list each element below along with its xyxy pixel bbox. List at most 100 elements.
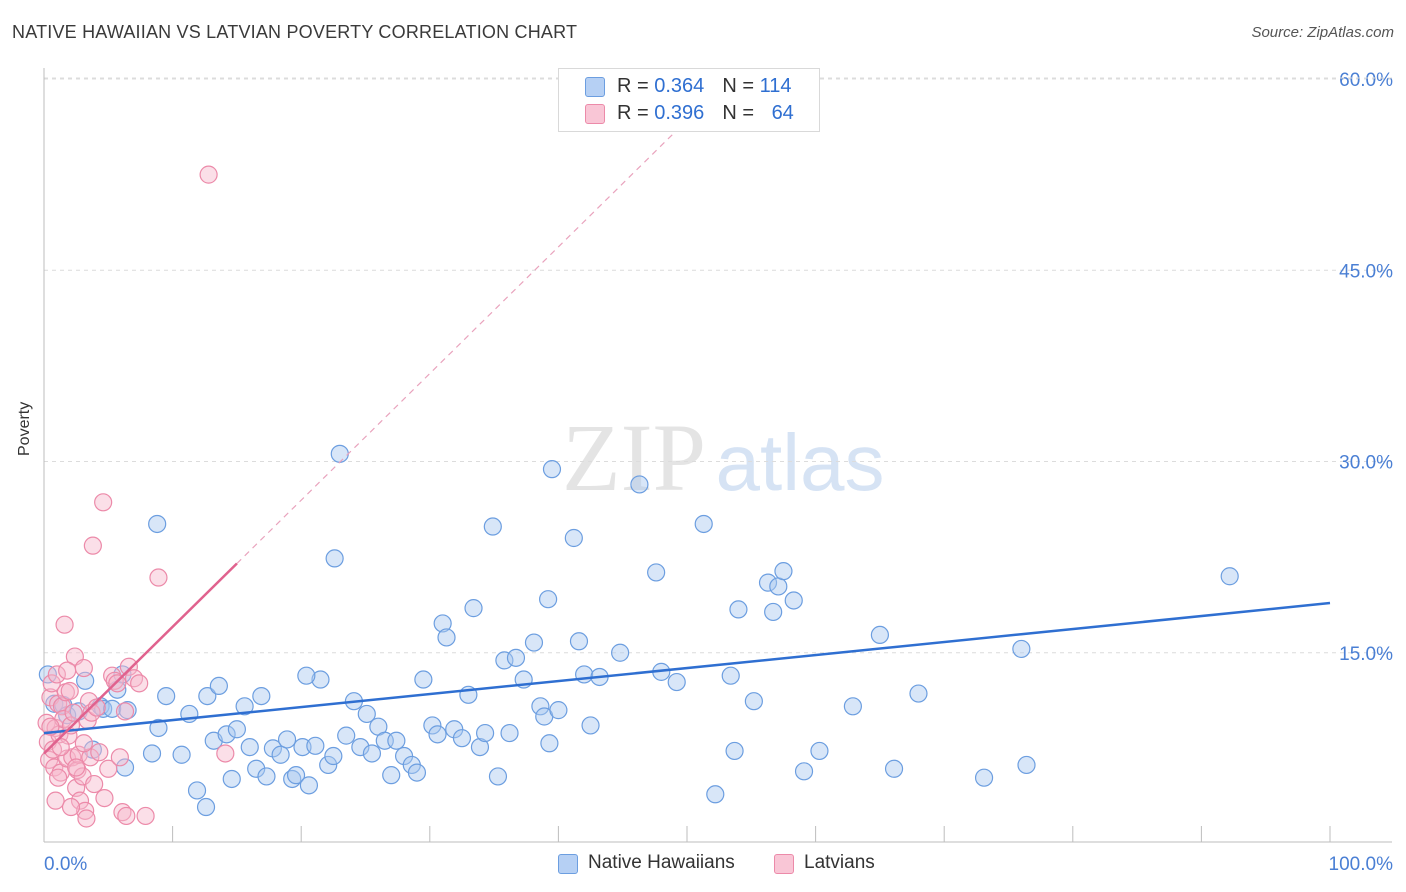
data-point bbox=[149, 718, 168, 738]
data-point bbox=[293, 737, 312, 757]
data-point bbox=[240, 737, 259, 757]
data-point bbox=[110, 748, 129, 767]
data-point bbox=[124, 669, 144, 688]
data-point bbox=[187, 781, 207, 800]
data-point bbox=[60, 681, 79, 701]
data-point bbox=[569, 632, 589, 651]
data-point bbox=[506, 648, 526, 667]
data-point bbox=[95, 788, 114, 808]
data-point bbox=[843, 697, 862, 716]
data-point bbox=[58, 661, 77, 680]
data-point bbox=[362, 744, 382, 763]
data-point bbox=[330, 444, 349, 463]
watermark-atlas: atlas bbox=[716, 418, 885, 507]
data-point bbox=[90, 743, 109, 762]
data-point bbox=[74, 658, 93, 678]
data-point bbox=[198, 686, 217, 706]
r-value: 0.364 bbox=[654, 75, 705, 97]
legend-swatch-blue bbox=[558, 854, 578, 874]
data-point bbox=[148, 514, 167, 534]
data-point bbox=[277, 730, 297, 749]
data-point bbox=[337, 726, 356, 745]
data-point bbox=[758, 573, 778, 592]
data-point bbox=[611, 643, 630, 662]
y-tick-label: 60.0% bbox=[1339, 70, 1393, 91]
data-point bbox=[500, 723, 519, 743]
data-point bbox=[325, 549, 344, 568]
x-tick-label: 0.0% bbox=[44, 854, 87, 875]
data-point bbox=[870, 625, 890, 645]
data-point bbox=[49, 768, 68, 787]
data-point bbox=[196, 797, 216, 817]
legend-text: R = 0.396 N = 64 bbox=[617, 102, 794, 124]
data-point bbox=[1012, 639, 1031, 659]
data-point bbox=[452, 729, 472, 748]
data-point bbox=[721, 666, 740, 685]
data-point bbox=[324, 746, 343, 766]
data-point bbox=[199, 165, 218, 184]
correlation-legend: R = 0.364 N = 114 R = 0.396 N = 64 bbox=[558, 68, 820, 132]
data-point bbox=[217, 725, 236, 744]
data-point bbox=[319, 755, 338, 775]
data-point bbox=[470, 737, 490, 757]
data-point bbox=[524, 633, 544, 652]
data-point bbox=[784, 591, 803, 610]
data-point bbox=[706, 785, 725, 804]
data-point bbox=[306, 736, 325, 755]
data-point bbox=[119, 657, 138, 676]
data-point bbox=[810, 741, 829, 761]
data-point bbox=[136, 806, 155, 826]
data-point bbox=[414, 670, 433, 689]
data-point bbox=[130, 674, 149, 693]
data-point bbox=[83, 536, 102, 555]
data-point bbox=[172, 745, 191, 764]
trend-line-latvians bbox=[43, 562, 238, 755]
data-point bbox=[1220, 567, 1239, 586]
data-point bbox=[575, 665, 594, 684]
data-point bbox=[744, 692, 763, 711]
n-value: 64 bbox=[771, 102, 794, 124]
data-point bbox=[884, 759, 904, 778]
data-point bbox=[76, 801, 95, 820]
chart-title: NATIVE HAWAIIAN VS LATVIAN POVERTY CORRE… bbox=[12, 22, 578, 42]
data-point bbox=[667, 672, 686, 692]
series-native-hawaiians bbox=[38, 444, 1239, 817]
data-point bbox=[433, 614, 452, 633]
data-point bbox=[47, 665, 66, 684]
data-point bbox=[105, 671, 124, 690]
data-point bbox=[87, 698, 106, 717]
x-tick-label: 100.0% bbox=[1329, 854, 1394, 875]
data-point bbox=[46, 791, 65, 810]
data-point bbox=[464, 599, 483, 618]
data-point bbox=[286, 766, 306, 785]
data-point bbox=[271, 745, 290, 764]
data-point bbox=[630, 475, 649, 494]
data-point bbox=[694, 514, 713, 534]
y-tick-label: 15.0% bbox=[1339, 644, 1393, 665]
data-point bbox=[299, 776, 319, 795]
data-point bbox=[531, 697, 550, 716]
data-point bbox=[115, 702, 135, 721]
data-point bbox=[64, 703, 83, 722]
data-point bbox=[729, 600, 748, 619]
data-point bbox=[222, 769, 241, 789]
data-point bbox=[252, 686, 271, 706]
data-point bbox=[428, 725, 447, 744]
data-point bbox=[564, 528, 583, 548]
data-point bbox=[909, 684, 928, 703]
data-point bbox=[235, 697, 254, 716]
data-point bbox=[1017, 755, 1036, 775]
data-point bbox=[542, 460, 562, 479]
trend-line-native-hawaiians bbox=[43, 601, 1331, 735]
data-point bbox=[77, 809, 96, 828]
legend-label: Latvians bbox=[804, 852, 875, 873]
y-tick-label: 30.0% bbox=[1339, 453, 1393, 474]
data-point bbox=[764, 602, 783, 622]
data-point bbox=[149, 568, 168, 587]
data-point bbox=[70, 791, 90, 810]
data-point bbox=[85, 774, 104, 794]
data-point bbox=[142, 744, 162, 763]
legend-text: R = 0.364 N = 114 bbox=[617, 75, 792, 97]
data-point bbox=[475, 723, 495, 743]
